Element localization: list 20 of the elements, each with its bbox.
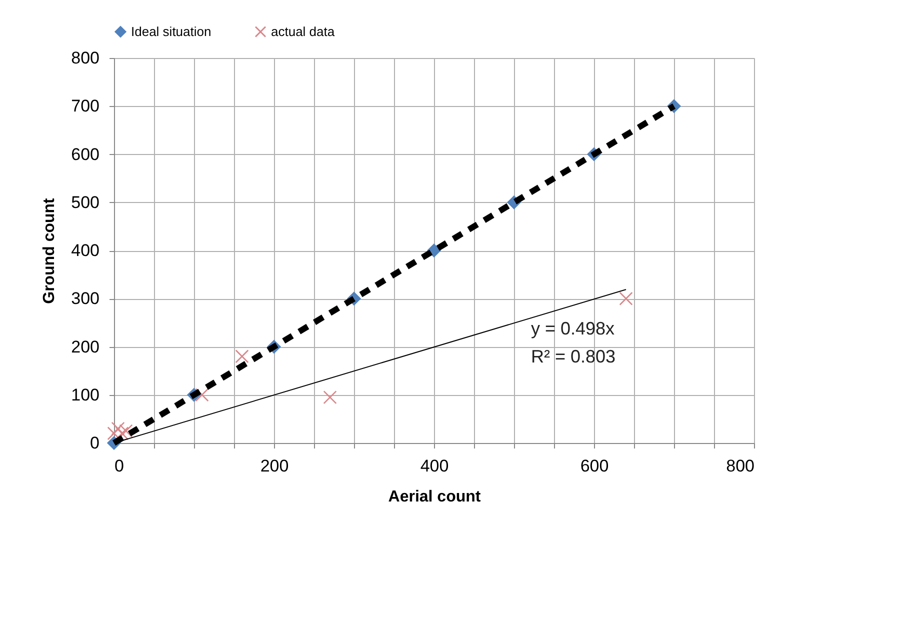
annotation: R² = 0.803 — [531, 346, 616, 366]
y-tick-label: 500 — [71, 192, 100, 212]
y-tick-label: 700 — [71, 96, 100, 116]
x-tick-label: 0 — [114, 456, 124, 476]
y-tick-label: 200 — [71, 337, 100, 356]
x-tick-label: 400 — [420, 456, 449, 476]
y-tick-label: 100 — [71, 385, 100, 404]
legend-label: Ideal situation — [131, 24, 212, 39]
y-tick-label: 300 — [71, 289, 100, 308]
y-tick-label: 800 — [71, 48, 100, 68]
y-axis-title: Ground count — [41, 197, 58, 304]
x-tick-label: 200 — [260, 456, 289, 476]
legend-label: actual data — [271, 24, 336, 39]
x-tick-label: 600 — [580, 456, 609, 476]
annotation: y = 0.498x — [531, 318, 615, 338]
y-tick-label: 400 — [71, 241, 100, 260]
y-tick-label: 0 — [90, 434, 100, 452]
x-tick-label: 800 — [726, 456, 754, 476]
x-axis-title: Aerial count — [388, 488, 482, 506]
y-tick-label: 600 — [71, 144, 100, 164]
